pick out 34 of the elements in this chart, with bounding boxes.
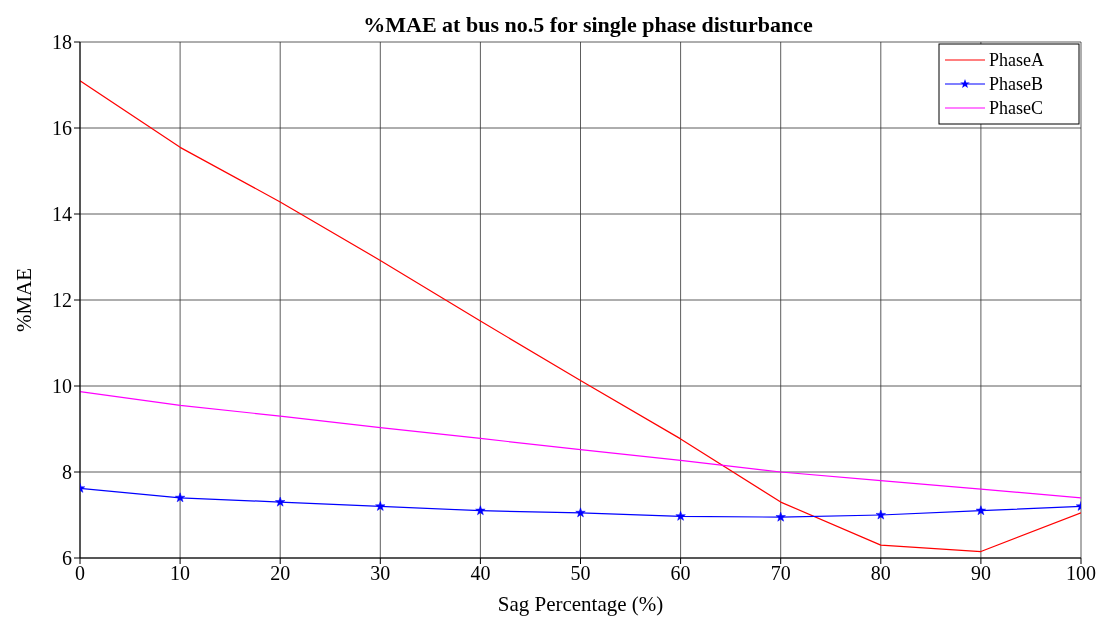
y-tick-label: 8 (62, 461, 72, 484)
x-tick-label: 100 (1066, 562, 1096, 585)
point (775, 511, 786, 522)
point (675, 511, 686, 521)
point (375, 501, 386, 511)
point (575, 507, 586, 518)
point (975, 505, 986, 515)
y-tick-label: 18 (52, 31, 72, 54)
point (275, 496, 286, 507)
x-tick-label: 90 (970, 562, 991, 585)
y-tick-label: 10 (52, 375, 72, 398)
x-tick-label: 40 (470, 562, 491, 585)
legend-label: PhaseA (989, 50, 1044, 70)
x-tick-label: 50 (570, 562, 591, 585)
point (175, 492, 186, 503)
x-tick-label: 0 (75, 562, 85, 585)
chart-title: %MAE at bus no.5 for single phase disturbance (363, 12, 813, 37)
x-tick-label: 80 (870, 562, 891, 585)
legend-label: PhaseC (989, 98, 1043, 118)
y-tick-label: 16 (52, 117, 72, 140)
x-tick-label: 10 (170, 562, 191, 585)
y-tick-label: 6 (62, 547, 72, 570)
point (875, 509, 886, 520)
x-tick-label: 20 (270, 562, 291, 585)
y-axis-title: %MAE (12, 267, 37, 333)
x-tick-label: 30 (370, 562, 391, 585)
x-axis-title: Sag Percentage (%) (497, 592, 664, 616)
legend-label: PhaseB (989, 74, 1043, 94)
line-series (80, 390, 1081, 499)
x-tick-label: 60 (670, 562, 691, 585)
x-tick-label: 70 (770, 562, 791, 585)
y-tick-label: 14 (52, 203, 72, 226)
point (475, 505, 486, 515)
y-tick-label: 12 (52, 289, 72, 312)
